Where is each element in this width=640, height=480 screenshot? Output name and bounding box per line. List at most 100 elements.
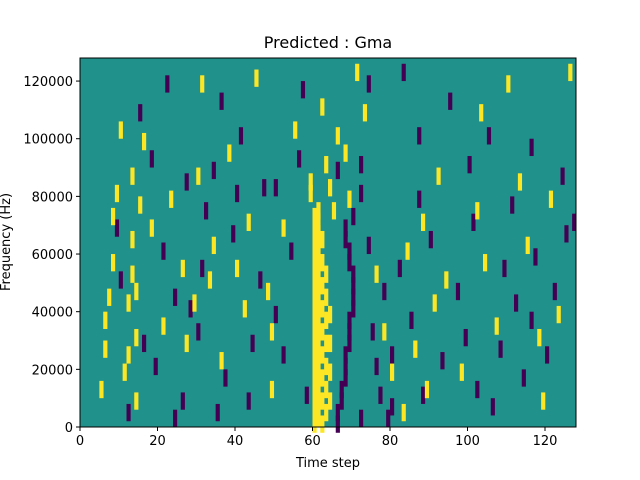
heatmap-cell-high xyxy=(316,259,321,278)
heatmap-cell-high xyxy=(126,294,131,312)
heatmap-cell-low xyxy=(343,346,348,364)
y-axis: 0 20000 40000 60000 80000 100000 120000 xyxy=(23,75,80,436)
heatmap-cell-high xyxy=(316,282,321,301)
heatmap-cell-low xyxy=(161,242,166,260)
heatmap-cell-low xyxy=(273,305,278,324)
heatmap-cell-high xyxy=(328,179,333,197)
heatmap-cell-high xyxy=(316,352,321,370)
heatmap-cell-high xyxy=(331,202,337,220)
heatmap-cell-high xyxy=(320,369,325,387)
heatmap-cell-high xyxy=(269,323,275,341)
heatmap-cell-high xyxy=(324,156,329,174)
heatmap-cell-high xyxy=(312,242,317,260)
x-tick-label: 20 xyxy=(149,434,166,449)
x-tick-label: 120 xyxy=(533,434,558,449)
heatmap-cell-high xyxy=(316,409,321,427)
heatmap-cell-low xyxy=(560,167,565,185)
heatmap-cell-high xyxy=(320,415,325,433)
heatmap-cell-high xyxy=(316,271,321,289)
heatmap-cell-low xyxy=(258,271,263,289)
heatmap-cell-high xyxy=(184,334,189,353)
heatmap-cell-high xyxy=(475,202,480,220)
heatmap-cell-high xyxy=(320,323,325,341)
heatmap-cell-low xyxy=(347,254,352,272)
heatmap-cell-high xyxy=(111,254,116,272)
heatmap-cell-high xyxy=(324,311,329,329)
heatmap-cell-low xyxy=(467,156,472,174)
heatmap-cell-high xyxy=(316,213,321,231)
heatmap-cell-low xyxy=(390,398,395,416)
heatmap-cell-high xyxy=(347,190,352,208)
heatmap-cell-high xyxy=(324,334,329,353)
heatmap-cell-low xyxy=(366,236,371,255)
heatmap-cell-high xyxy=(180,259,185,278)
heatmap-cell-low xyxy=(417,190,422,208)
heatmap-cell-low xyxy=(351,207,356,226)
heatmap-cell-high xyxy=(432,294,437,312)
heatmap-cell-high xyxy=(312,334,317,353)
heatmap-cell-low xyxy=(173,288,178,306)
heatmap-cell-low xyxy=(359,409,364,427)
y-tick-label: 80000 xyxy=(32,190,73,205)
heatmap-cell-low xyxy=(428,230,433,249)
heatmap-cell-high xyxy=(126,346,131,364)
heatmap-cell-high xyxy=(246,213,251,231)
heatmap-cell-high xyxy=(483,254,488,272)
heatmap-cell-high xyxy=(308,184,313,203)
heatmap-cell-high xyxy=(103,311,108,329)
heatmap-cell-high xyxy=(401,403,406,422)
heatmap-cell-high xyxy=(320,346,325,364)
heatmap-cell-high xyxy=(122,363,127,381)
heatmap-cell-low xyxy=(273,179,278,197)
heatmap-cell-high xyxy=(312,288,317,306)
heatmap-cell-low xyxy=(463,328,468,347)
heatmap-cell-low xyxy=(347,334,352,353)
heatmap-cell-low xyxy=(351,277,356,295)
heatmap-cell-low xyxy=(250,334,255,353)
heatmap-cell-low xyxy=(335,403,340,422)
heatmap-cell-high xyxy=(537,328,542,347)
heatmap-cell-high xyxy=(192,294,197,312)
heatmap-cell-high xyxy=(281,219,286,237)
heatmap-cell-high xyxy=(312,311,317,329)
heatmap-cell-high xyxy=(312,369,317,387)
heatmap-cell-low xyxy=(173,409,178,427)
heatmap-cell-low xyxy=(335,161,340,180)
heatmap-cell-low xyxy=(455,282,461,301)
heatmap-cell-low xyxy=(289,242,294,260)
heatmap-cell-high xyxy=(343,144,348,162)
heatmap-cell-low xyxy=(165,75,170,93)
heatmap-cell-high xyxy=(374,265,379,283)
heatmap-cell-high xyxy=(118,121,123,139)
heatmap-cell-low xyxy=(238,127,244,145)
heatmap-cell-low xyxy=(200,259,205,278)
heatmap-cell-low xyxy=(180,392,185,410)
heatmap-cell-high xyxy=(316,363,321,381)
heatmap-cell-high xyxy=(312,403,317,422)
heatmap-cell-high xyxy=(548,190,554,208)
heatmap-cell-high xyxy=(320,98,325,116)
chart-title: Predicted : Gma xyxy=(264,33,392,52)
heatmap-cell-high xyxy=(111,207,116,226)
heatmap-cell-low xyxy=(118,271,123,289)
x-tick-label: 60 xyxy=(304,434,321,449)
heatmap-cell-high xyxy=(138,196,143,214)
heatmap-cell-high xyxy=(130,230,135,249)
heatmap-cell-high xyxy=(103,340,108,358)
heatmap-cell-high xyxy=(328,363,333,381)
heatmap-cell-high xyxy=(444,271,449,289)
heatmap-cell-high xyxy=(328,334,333,353)
heatmap-cell-high xyxy=(316,328,321,347)
heatmap-cell-high xyxy=(219,352,224,370)
x-tick-label: 80 xyxy=(382,434,399,449)
heatmap-cell-low xyxy=(223,369,228,387)
heatmap-cell-low xyxy=(529,138,534,157)
heatmap-cells xyxy=(99,63,577,433)
heatmap-cell-low xyxy=(370,323,375,341)
heatmap-cell-low xyxy=(351,265,356,283)
y-tick-label: 20000 xyxy=(32,363,73,378)
heatmap-cell-high xyxy=(312,380,317,399)
heatmap-cell-high xyxy=(269,380,275,399)
heatmap-cell-high xyxy=(254,69,259,87)
heatmap-cell-high xyxy=(316,236,321,255)
